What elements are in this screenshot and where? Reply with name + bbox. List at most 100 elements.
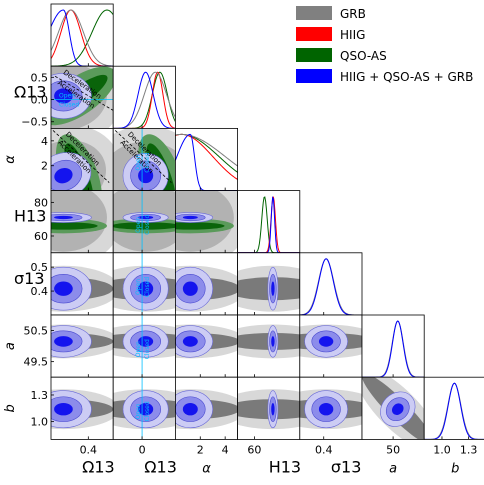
panel-H0-alpha [174, 190, 238, 254]
panel-a-a [361, 314, 425, 378]
y-tick-label-sigma: 0.4 [31, 285, 49, 298]
deceleration-acceleration-line [52, 130, 110, 183]
panel-sigma-alpha [174, 252, 238, 316]
y-tick-label-Ok: −0.5 [21, 116, 48, 129]
y-tick-label-alpha: 4 [41, 135, 48, 148]
x-tick-label-sigma: 0.4 [315, 443, 333, 456]
panel-Ok-Ok [112, 65, 176, 129]
contour-combined-1sigma [182, 281, 198, 296]
legend-swatch-0 [296, 6, 332, 20]
ticks [199, 312, 226, 315]
axis-labels: 0.4 0 2 4 60 0.4 50 1.0 1.3 0.5 0.0 −0.5 2 4 60 80 0.4 0.… [3, 71, 477, 476]
panel-a-Om [50, 314, 114, 378]
x-tick-label-b: 1.3 [460, 443, 478, 456]
panel-alpha-alpha [174, 127, 238, 191]
legend-label-2: QSO-AS [340, 49, 387, 63]
[object Object]: H13 [269, 457, 301, 476]
contour-combined-1sigma [182, 402, 198, 416]
ticks [51, 201, 89, 253]
deceleration-acceleration-line [114, 130, 172, 183]
y-tick-label-a: 50.5 [24, 325, 49, 338]
y-tick-label-b: 1.0 [31, 416, 49, 429]
panel-sigma-sigma [299, 252, 363, 316]
[object Object]: σ13 [14, 269, 45, 288]
ticks [441, 436, 470, 440]
annotation-closed: Closed [144, 277, 151, 297]
legend: GRB HIIG QSO-AS HIIG + QSO-AS + GRB [296, 6, 473, 84]
marginal-hiig [113, 71, 176, 129]
[object Object]: H13 [14, 207, 46, 226]
panel-H0-H0 [237, 190, 301, 254]
x-axis-label-a: a [389, 461, 397, 476]
panel-sigma-H0 [237, 252, 301, 316]
ticks [199, 249, 226, 253]
panel-a-alpha [174, 314, 238, 378]
y-axis-label-b: b [3, 404, 18, 412]
y-tick-label-sigma: 0.5 [31, 261, 49, 274]
ticks [51, 140, 89, 191]
contour-combined-1sigma [318, 402, 334, 416]
x-tick-label-b: 1.0 [433, 443, 451, 456]
annotation-closed: Closed [59, 102, 79, 109]
marginal-qso-as [113, 71, 176, 129]
deceleration-acceleration-line [54, 75, 114, 111]
legend-swatch-3 [296, 69, 332, 83]
y-tick-label-H0: 80 [34, 196, 48, 209]
contour-combined-1sigma [54, 215, 73, 220]
annotation-closed: Closed [144, 339, 151, 359]
y-axis-label-alpha: α [3, 155, 18, 164]
contour-combined-1sigma [271, 336, 275, 347]
contour-qso-as-inner [113, 222, 176, 230]
x-tick-label-a: 50 [386, 443, 400, 456]
ticks [51, 330, 89, 378]
y-tick-label-H0: 60 [34, 230, 48, 243]
marginal-combined [113, 71, 176, 129]
x-axis-label-b: b [451, 461, 459, 476]
y-tick-label-b: 1.3 [31, 389, 49, 402]
ticks [199, 436, 226, 440]
panel-b-sigma [299, 376, 363, 440]
[object Object]: Ω13 [144, 457, 177, 476]
panel-b-b [423, 376, 484, 440]
y-axis-label-a: a [3, 342, 18, 350]
contour-combined-1sigma [54, 402, 73, 416]
y-tick-label-alpha: 2 [41, 160, 48, 173]
contour-combined-1sigma [271, 402, 275, 416]
contour-combined-1sigma [54, 167, 73, 184]
[object Object]: σ13 [331, 457, 362, 476]
panel-a-Ok: Open Closed [112, 314, 176, 378]
panel-sigma-Om [50, 252, 114, 316]
[object Object]: Ω13 [82, 457, 115, 476]
panel-H0-Om [50, 190, 114, 254]
legend-label-0: GRB [340, 7, 366, 21]
panel-Om-Om [50, 3, 114, 67]
x-tick-label-alpha: 4 [222, 443, 229, 456]
panel-b-H0 [237, 376, 301, 440]
panel-b-a [361, 376, 425, 440]
legend-label-1: HIIG [340, 28, 365, 42]
panel-H0-Ok: Open Closed [112, 190, 176, 254]
panel-b-alpha [174, 376, 238, 440]
legend-label-3: HIIG + QSO-AS + GRB [340, 70, 473, 84]
y-tick-label-Ok: 0.5 [31, 71, 49, 84]
contour-combined-1sigma [54, 336, 73, 347]
ticks [199, 187, 226, 191]
annotation-open: Open [135, 154, 142, 170]
x-tick-label-alpha: 2 [197, 443, 204, 456]
annotation-closed: Closed [144, 152, 151, 172]
x-tick-label-H0: 60 [247, 443, 261, 456]
ticks [199, 374, 226, 378]
[object Object]: Ω13 [14, 82, 47, 101]
ticks [51, 266, 89, 315]
x-axis-label-alpha: α [202, 461, 211, 476]
annotation-closed: Closed [144, 401, 151, 421]
annotation-open: Open [135, 217, 142, 233]
marginal-grb [51, 9, 114, 67]
x-tick-label-Om: 0.4 [80, 443, 98, 456]
ticks [51, 394, 89, 440]
marginal-grb [175, 133, 238, 167]
